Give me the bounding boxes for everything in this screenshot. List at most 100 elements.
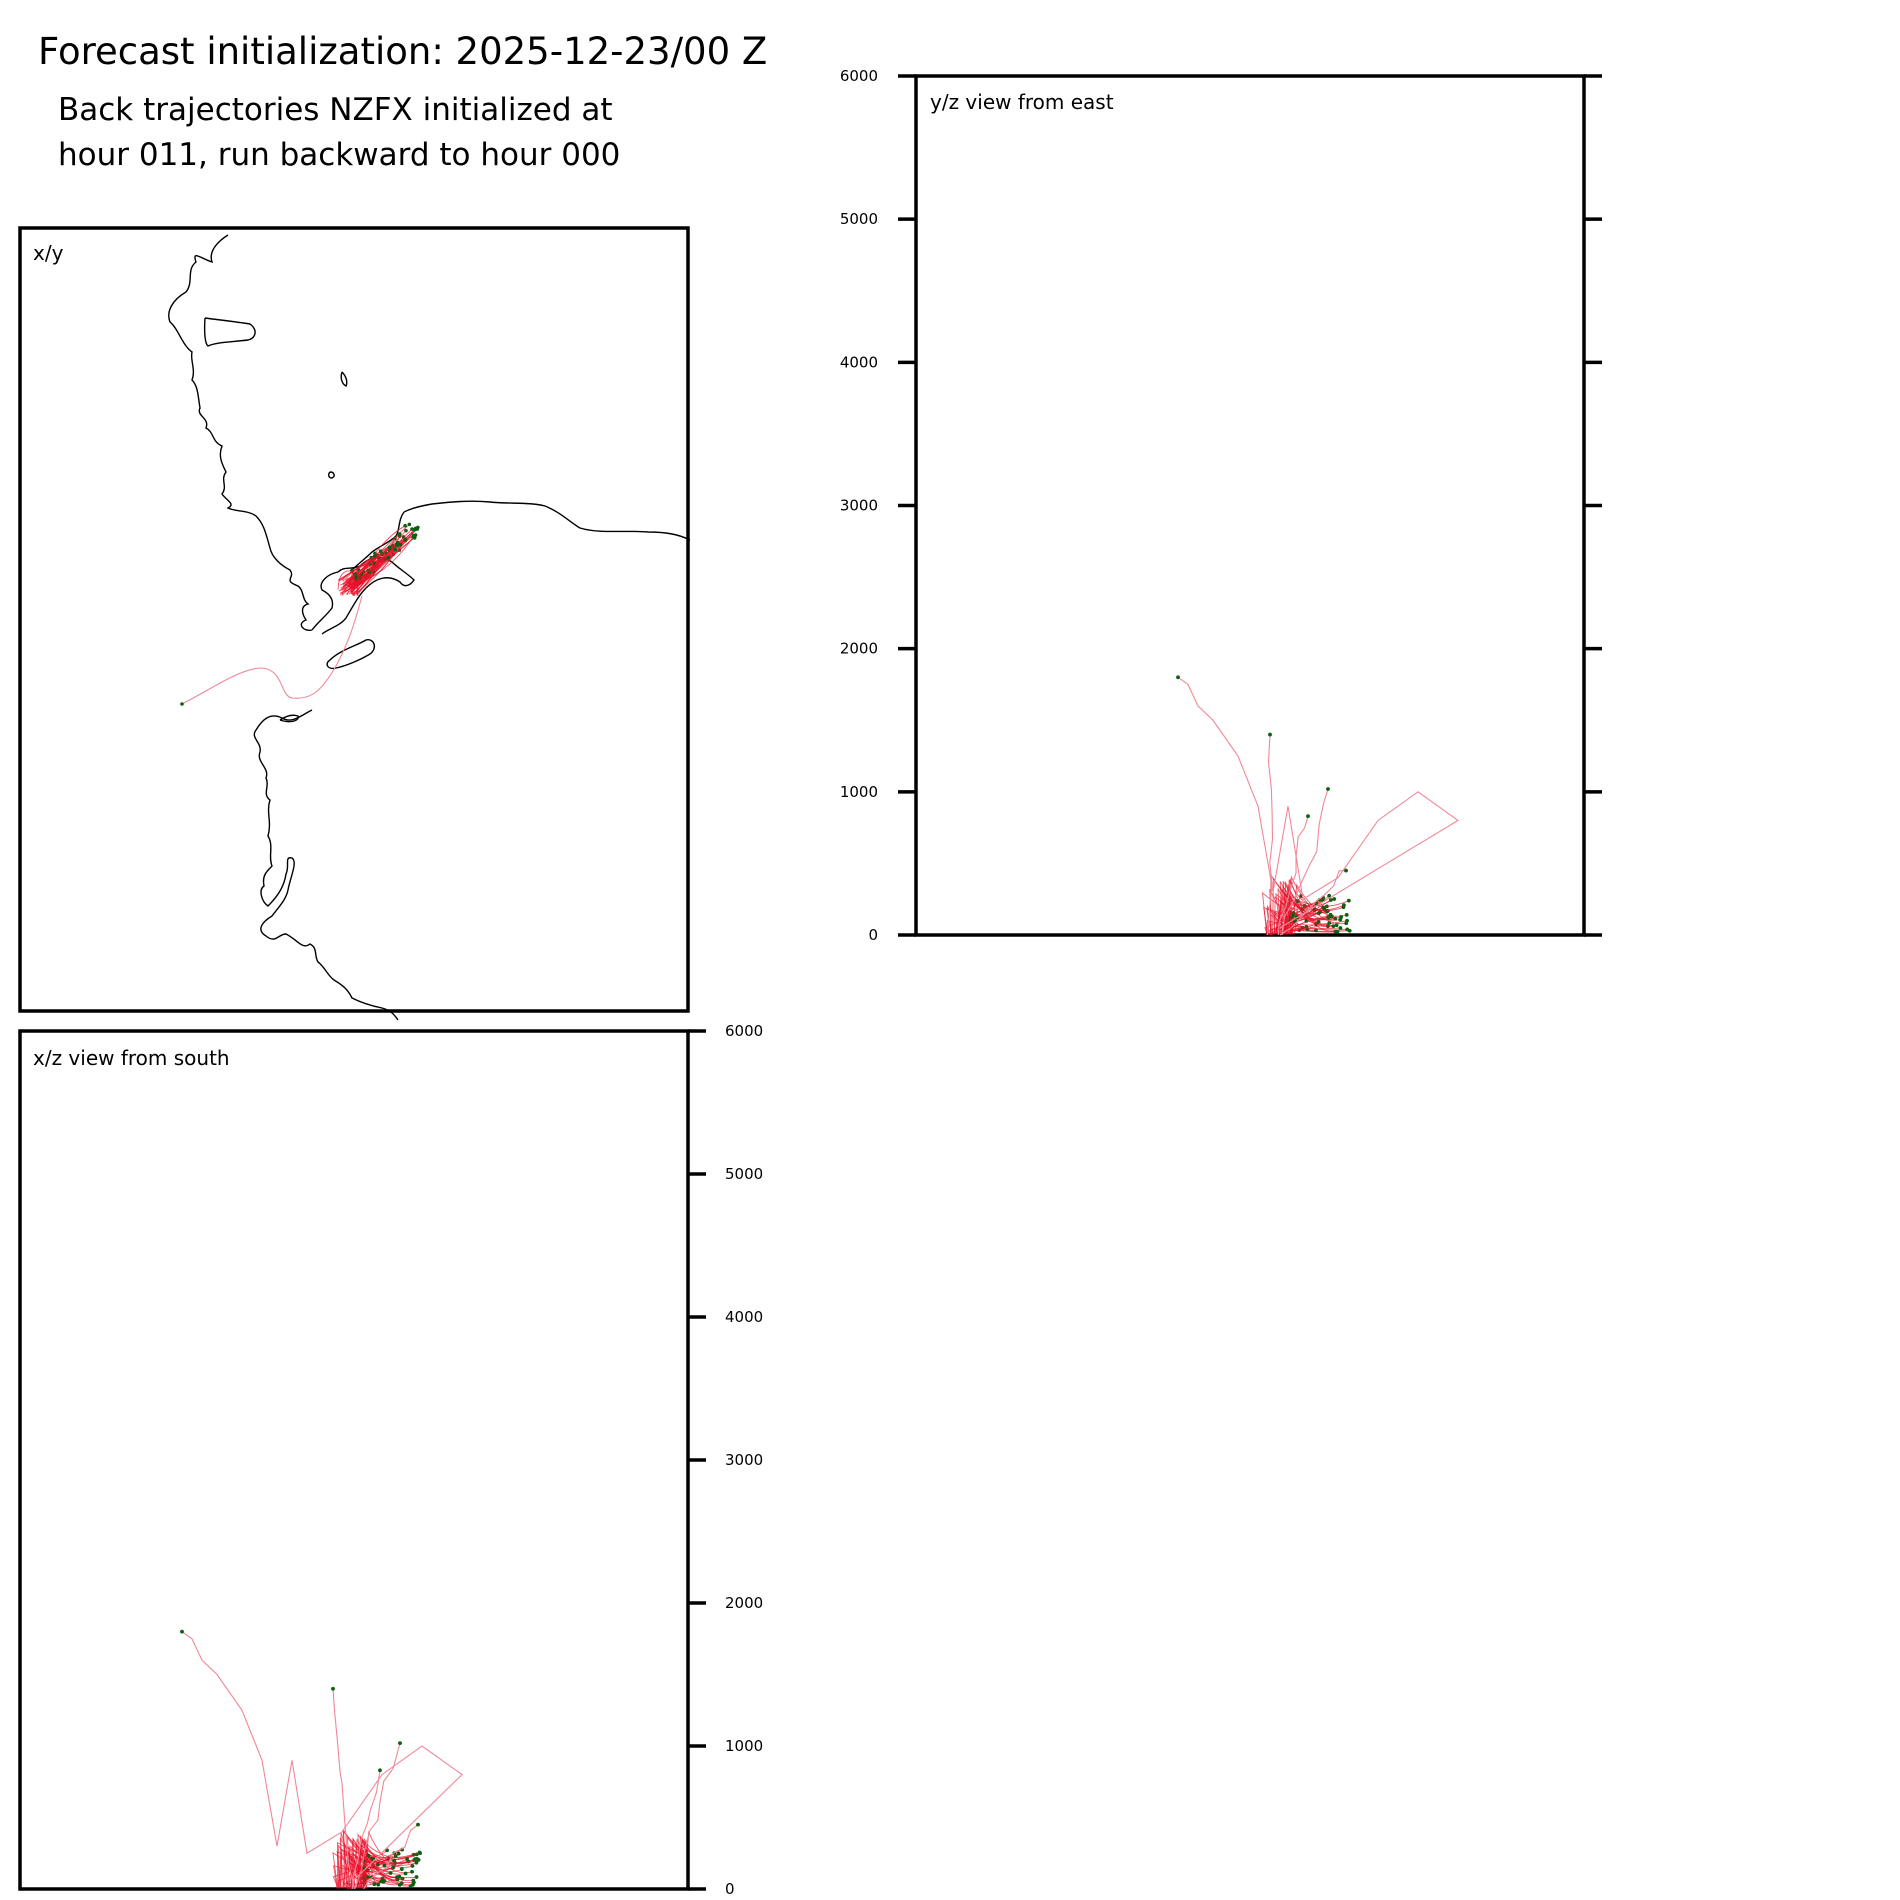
trajectory-line	[1266, 916, 1298, 935]
y-tick-label: 5000	[725, 1165, 763, 1183]
trajectory-line	[1269, 914, 1331, 936]
trajectory-start-point	[401, 535, 406, 539]
trajectory-line	[354, 549, 396, 584]
subtitle-line-2: hour 011, run backward to hour 000	[58, 137, 621, 173]
coastline	[168, 234, 691, 1021]
subtitle-line-1: Back trajectories NZFX initialized at	[58, 92, 613, 128]
trajectory-start-point	[1291, 913, 1296, 918]
trajectory-start-point	[393, 547, 397, 552]
y-tick-label: 6000	[840, 67, 878, 85]
trajectory-line	[346, 542, 398, 581]
trajectory-line-tall	[1279, 870, 1347, 936]
trajectory-start-point	[397, 532, 402, 536]
trajectory-line	[346, 1858, 416, 1890]
trajectory-line-far	[1177, 676, 1459, 929]
trajectory-start-point	[180, 702, 184, 706]
trajectory-start-point	[382, 1879, 387, 1883]
trajectory-start-point	[410, 1864, 415, 1868]
trajectory-start-point	[405, 1857, 410, 1862]
y-tick-label: 3000	[725, 1451, 763, 1469]
trajectory-line	[336, 1841, 420, 1889]
trajectory-start-point	[378, 1768, 382, 1773]
trajectory-start-point	[376, 1882, 381, 1887]
y-tick-label: 5000	[840, 210, 878, 228]
trajectory-start-point	[395, 540, 400, 545]
y-tick-label: 0	[868, 926, 878, 944]
trajectory-start-point	[399, 1867, 404, 1872]
trajectory-start-point	[1322, 906, 1326, 910]
trajectory-start-point	[1268, 732, 1272, 737]
trajectory-line	[1284, 878, 1328, 935]
trajectory-line	[1270, 873, 1341, 935]
trajectory-start-point	[416, 1857, 421, 1862]
trajectory-start-point	[1333, 916, 1338, 921]
trajectory-line-far	[181, 1631, 463, 1883]
xy-frame	[18, 226, 690, 1013]
trajectory-start-point	[387, 545, 392, 550]
trajectory-start-point	[1328, 898, 1333, 902]
yz-panel: y/z view from east 0 1000 2000 3000 4000 5000…	[840, 67, 1602, 944]
y-tick-label: 4000	[840, 353, 878, 371]
trajectory-line-tall	[1266, 734, 1274, 936]
trajectory-start-point	[379, 1879, 384, 1884]
trajectory-start-point	[410, 1869, 414, 1874]
yz-label: y/z view from east	[930, 90, 1114, 114]
trajectory-line-tall	[363, 1824, 419, 1890]
trajectory-start-point	[1176, 675, 1180, 680]
trajectory-line	[357, 1852, 395, 1889]
y-tick-label: 1000	[725, 1737, 763, 1755]
trajectory-line-tall	[1277, 816, 1309, 936]
y-tick-label: 1000	[840, 783, 878, 801]
trajectory-line	[348, 547, 390, 587]
trajectory-start-point	[1341, 905, 1346, 910]
trajectory-line	[350, 545, 397, 594]
yz-trajectories	[1176, 675, 1459, 936]
trajectory-start-point	[398, 1741, 402, 1746]
trajectory-line	[364, 1857, 403, 1889]
trajectory-line	[351, 1863, 382, 1889]
trajectory-line	[1261, 891, 1336, 935]
trajectory-line	[363, 1830, 413, 1889]
trajectory-start-point	[404, 528, 408, 533]
trajectory-start-point	[392, 1858, 397, 1863]
trajectory-start-point	[411, 1878, 416, 1883]
trajectory-start-point	[411, 534, 416, 539]
trajectory-start-point	[413, 1857, 418, 1861]
trajectory-start-point	[1339, 915, 1344, 919]
trajectory-start-point	[1335, 929, 1340, 934]
figure-title: Forecast initialization: 2025-12-23/00 Z	[38, 30, 768, 73]
trajectory-start-point	[394, 543, 399, 548]
trajectory-start-point	[1332, 897, 1337, 901]
trajectory-start-point	[410, 527, 414, 531]
trajectory-line	[1284, 879, 1324, 935]
xy-label: x/y	[33, 241, 64, 265]
trajectory-line	[341, 557, 389, 581]
y-tick-label: 2000	[725, 1594, 763, 1612]
trajectory-line	[345, 576, 357, 584]
trajectory-line	[1284, 881, 1302, 935]
xz-frame	[18, 1029, 690, 1891]
y-tick-label: 2000	[840, 640, 878, 658]
trajectory-start-point	[414, 1860, 419, 1865]
trajectory-start-point	[408, 1884, 413, 1889]
figure-subtitle: Back trajectories NZFX initialized at ho…	[58, 88, 620, 178]
trajectory-start-point	[1326, 787, 1330, 791]
trajectory-start-point	[372, 1882, 377, 1886]
trajectory-start-point	[1328, 912, 1333, 917]
trajectory-line	[339, 1854, 365, 1889]
trajectory-start-point	[1331, 924, 1336, 929]
trajectory-start-point	[1344, 868, 1348, 873]
trajectory-start-point	[398, 542, 403, 547]
y-tick-label: 4000	[725, 1308, 763, 1326]
trajectory-line-tall	[1281, 788, 1329, 936]
xz-y-axis: 0 1000 2000 3000 4000 5000 6000	[688, 1022, 763, 1898]
y-tick-label: 0	[725, 1880, 735, 1898]
trajectory-line-tall	[351, 1770, 381, 1890]
trajectory-start-point	[1345, 927, 1350, 932]
trajectory-start-point	[403, 1871, 408, 1876]
trajectory-start-point	[1306, 814, 1310, 819]
trajectory-start-point	[407, 522, 412, 527]
trajectory-start-point	[388, 1871, 393, 1875]
trajectory-start-point	[180, 1629, 184, 1634]
